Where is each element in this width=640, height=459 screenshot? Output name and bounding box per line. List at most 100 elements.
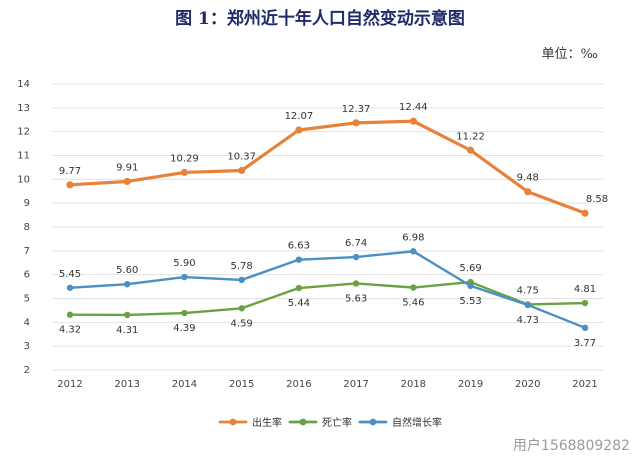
data-label: 9.91 — [116, 162, 138, 173]
x-tick-label: 2014 — [172, 379, 197, 390]
watermark-text: 用户1568809282 — [513, 437, 630, 454]
data-point — [352, 253, 360, 261]
x-tick-label: 2013 — [114, 379, 139, 390]
series-line — [68, 250, 587, 330]
y-tick-label: 13 — [17, 103, 30, 114]
data-label: 6.98 — [402, 232, 424, 243]
data-point — [524, 188, 532, 196]
data-label: 10.29 — [170, 153, 199, 164]
y-tick-label: 6 — [24, 270, 30, 281]
data-point — [410, 248, 417, 255]
data-label: 5.45 — [59, 269, 81, 280]
data-label: 4.73 — [517, 315, 539, 326]
x-tick-label: 2020 — [515, 379, 540, 390]
data-point — [581, 299, 589, 307]
data-point — [295, 126, 303, 134]
data-point — [295, 256, 303, 263]
series-group: 9.77 9.91 10.29 10.37 12.07 12.37 12.44 11.22 9.… — [59, 102, 608, 349]
legend-label: 自然增长率 — [392, 416, 442, 429]
y-tick-label: 4 — [24, 317, 30, 328]
data-label: 4.59 — [231, 318, 253, 329]
data-label: 12.37 — [342, 104, 371, 115]
data-label: 9.77 — [59, 166, 81, 177]
data-point — [180, 168, 189, 177]
x-tick-label: 2021 — [572, 379, 597, 390]
data-point — [352, 119, 360, 127]
series-1: 4.32 4.31 4.39 4.59 5.44 5.63 5.46 5.69 4.75 4.81 — [59, 263, 596, 336]
data-point — [352, 280, 360, 287]
data-point — [124, 311, 131, 319]
data-point — [410, 284, 417, 291]
data-point — [238, 166, 246, 175]
data-label: 5.46 — [402, 298, 424, 309]
data-point — [581, 324, 589, 332]
series-0: 9.77 9.91 10.29 10.37 12.07 12.37 12.44 11.22 9.… — [59, 102, 608, 217]
series-line — [68, 119, 587, 215]
data-point — [66, 284, 74, 291]
y-tick-label: 10 — [17, 174, 30, 185]
series-line — [68, 280, 587, 317]
legend-swatch-marker — [299, 418, 307, 426]
data-label: 5.78 — [231, 261, 253, 272]
legend: 出生率 死亡率 自然增长率 — [218, 416, 442, 429]
y-tick-label: 2 — [24, 365, 30, 376]
x-tick-label: 2019 — [458, 379, 483, 390]
y-tick-label: 12 — [17, 127, 30, 138]
data-point — [467, 282, 474, 290]
y-tick-label: 8 — [24, 222, 30, 233]
data-label: 5.63 — [345, 293, 367, 304]
x-tick-label: 2017 — [343, 379, 368, 390]
data-label: 10.37 — [227, 152, 256, 163]
y-tick-label: 5 — [24, 294, 30, 305]
data-point — [123, 177, 131, 186]
series-2: 5.45 5.60 5.90 5.78 6.63 6.74 6.98 5.53 4.73 3.77 — [59, 232, 596, 349]
data-label: 4.32 — [59, 325, 81, 336]
y-tick-label: 11 — [17, 151, 30, 162]
x-tick-label: 2018 — [401, 379, 426, 390]
data-point — [181, 273, 188, 281]
y-tick-label: 7 — [24, 246, 30, 257]
data-point — [181, 309, 188, 317]
data-label: 6.63 — [288, 241, 310, 252]
data-label: 5.69 — [459, 263, 481, 274]
data-label: 8.58 — [586, 194, 608, 205]
y-tick-label: 9 — [24, 198, 30, 209]
data-label: 12.44 — [399, 102, 428, 113]
y-tick-label: 3 — [24, 341, 30, 352]
data-label: 4.39 — [173, 323, 195, 334]
unit-label: 单位：‰ — [542, 47, 598, 62]
grid — [52, 83, 603, 371]
data-point — [124, 281, 131, 288]
data-label: 6.74 — [345, 238, 367, 249]
legend-swatch-marker — [369, 418, 377, 426]
data-label: 4.81 — [574, 284, 596, 295]
data-point — [409, 117, 417, 125]
data-label: 12.07 — [285, 111, 314, 122]
legend-swatch-marker — [229, 418, 237, 426]
data-label: 4.31 — [116, 325, 138, 336]
x-tick-label: 2015 — [229, 379, 254, 390]
data-label: 11.22 — [456, 131, 485, 142]
legend-label: 出生率 — [252, 416, 282, 429]
data-point — [66, 311, 74, 318]
data-label: 5.60 — [116, 265, 138, 276]
legend-label: 死亡率 — [322, 416, 352, 429]
x-axis-ticks: 2012 2013 2014 2015 2016 2017 2018 2019 2020 2021 — [57, 379, 597, 390]
data-point — [238, 305, 245, 312]
data-label: 5.44 — [288, 298, 310, 309]
data-label: 5.90 — [173, 258, 195, 269]
data-point — [295, 284, 303, 292]
data-point — [581, 209, 589, 217]
x-tick-label: 2016 — [286, 379, 311, 390]
data-label: 4.75 — [517, 285, 539, 296]
y-tick-label: 14 — [17, 79, 30, 90]
data-point — [466, 146, 475, 154]
data-label: 9.48 — [517, 173, 539, 184]
y-axis-ticks: 2 3 4 5 6 7 8 9 10 11 12 13 14 — [17, 79, 30, 376]
data-point — [524, 301, 531, 309]
chart-title: 图 1：郑州近十年人口自然变动示意图 — [175, 8, 465, 29]
data-point — [66, 181, 74, 189]
data-label: 5.53 — [459, 296, 481, 307]
data-point — [238, 276, 245, 284]
